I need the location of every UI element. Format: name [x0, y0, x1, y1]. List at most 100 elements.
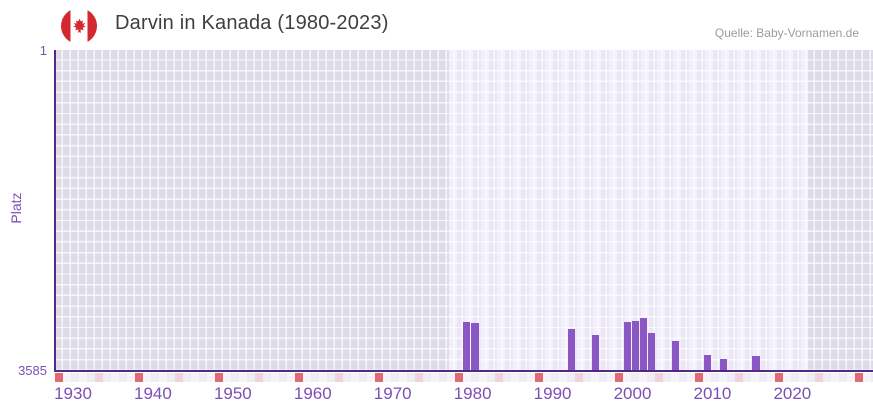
x-tick-label-1930: 1930 [54, 384, 92, 403]
year-tick-cell [167, 373, 175, 382]
year-tick-cell [447, 373, 455, 382]
year-tick-cell [671, 373, 679, 382]
decade-tick-cell [215, 373, 223, 382]
year-tick-cell [503, 373, 511, 382]
year-tick-cell [359, 373, 367, 382]
year-tick-cell [87, 373, 95, 382]
year-tick-cell [279, 373, 287, 382]
year-tick-cell [343, 373, 351, 382]
year-tick-cell [863, 373, 871, 382]
year-tick-cell [519, 373, 527, 382]
year-tick-cell [591, 373, 599, 382]
bar-2000[interactable] [623, 321, 632, 371]
half-decade-tick-cell [655, 373, 663, 382]
half-decade-tick-cell [415, 373, 423, 382]
decade-tick-cell [295, 373, 303, 382]
year-tick-cell [871, 373, 873, 382]
year-tick-cell [391, 373, 399, 382]
bar-1993[interactable] [567, 328, 575, 371]
year-tick-cell [727, 373, 735, 382]
year-tick-cell [239, 373, 247, 382]
year-tick-cell [719, 373, 727, 382]
bar-2003[interactable] [647, 332, 656, 371]
year-tick-cell [127, 373, 135, 382]
bar-2012[interactable] [720, 359, 728, 371]
year-tick-cell [159, 373, 167, 382]
year-tick-cell [263, 373, 271, 382]
year-tick-cell [431, 373, 439, 382]
bar-2002[interactable] [639, 317, 648, 371]
year-tick-cell [631, 373, 639, 382]
year-tick-cell [487, 373, 495, 382]
year-tick-cell [479, 373, 487, 382]
year-tick-cell [759, 373, 767, 382]
year-tick-cell [367, 373, 375, 382]
half-decade-tick-cell [815, 373, 823, 382]
half-decade-tick-cell [575, 373, 583, 382]
bar-2016[interactable] [752, 355, 760, 371]
x-tick-label-1950: 1950 [213, 384, 252, 403]
year-tick-cell [103, 373, 111, 382]
x-tick-label-2020: 2020 [773, 384, 812, 403]
year-tick-cell [623, 373, 631, 382]
year-tick-cell [71, 373, 79, 382]
bar-2010[interactable] [704, 354, 712, 371]
source-credit: Quelle: Baby-Vornamen.de [714, 26, 859, 40]
bar-2001[interactable] [631, 320, 640, 371]
x-tick-label-1990: 1990 [533, 384, 572, 403]
bar-1980[interactable] [463, 322, 471, 371]
x-axis-line [55, 370, 873, 372]
bar-1981[interactable] [471, 323, 479, 371]
year-tick-cell [119, 373, 127, 382]
half-decade-tick-cell [495, 373, 503, 382]
year-tick-cell [743, 373, 751, 382]
year-tick-cell [199, 373, 207, 382]
year-tick-cell [143, 373, 151, 382]
year-tick-cell [383, 373, 391, 382]
year-tick-cell [231, 373, 239, 382]
year-tick-cell [647, 373, 655, 382]
half-decade-tick-cell [735, 373, 743, 382]
year-tick-cell [271, 373, 279, 382]
year-tick-cell [791, 373, 799, 382]
x-tick-label-1960: 1960 [293, 384, 332, 403]
year-tick-cell [423, 373, 431, 382]
year-tick-cell [511, 373, 519, 382]
year-tick-cell [687, 373, 695, 382]
decade-tick-cell [695, 373, 703, 382]
year-tick-cell [319, 373, 327, 382]
maple-leaf-icon [72, 18, 86, 33]
year-tick-cell [831, 373, 839, 382]
bar-2006[interactable] [672, 340, 680, 371]
x-tick-band [55, 373, 873, 382]
bar-1996[interactable] [591, 334, 599, 371]
grid-overlay [55, 50, 873, 371]
year-tick-cell [223, 373, 231, 382]
year-tick-cell [551, 373, 559, 382]
canada-flag-icon [61, 8, 97, 44]
year-tick-cell [783, 373, 791, 382]
year-tick-cell [399, 373, 407, 382]
bars-layer [55, 50, 873, 371]
decade-tick-cell [615, 373, 623, 382]
y-tick-min: 3585 [18, 363, 47, 378]
half-decade-tick-cell [255, 373, 263, 382]
decade-tick-cell [55, 373, 63, 382]
year-tick-cell [679, 373, 687, 382]
x-tick-label-1970: 1970 [373, 384, 412, 403]
year-tick-cell [351, 373, 359, 382]
year-tick-cell [823, 373, 831, 382]
year-tick-cell [111, 373, 119, 382]
year-tick-cell [559, 373, 567, 382]
year-tick-cell [847, 373, 855, 382]
year-tick-cell [191, 373, 199, 382]
year-tick-cell [439, 373, 447, 382]
y-axis-title: Platz [8, 192, 24, 224]
year-tick-cell [463, 373, 471, 382]
year-tick-cell [311, 373, 319, 382]
decade-tick-cell [455, 373, 463, 382]
plot-area [55, 50, 873, 371]
year-tick-cell [807, 373, 815, 382]
page-title: Darvin in Kanada (1980-2023) [115, 12, 389, 34]
